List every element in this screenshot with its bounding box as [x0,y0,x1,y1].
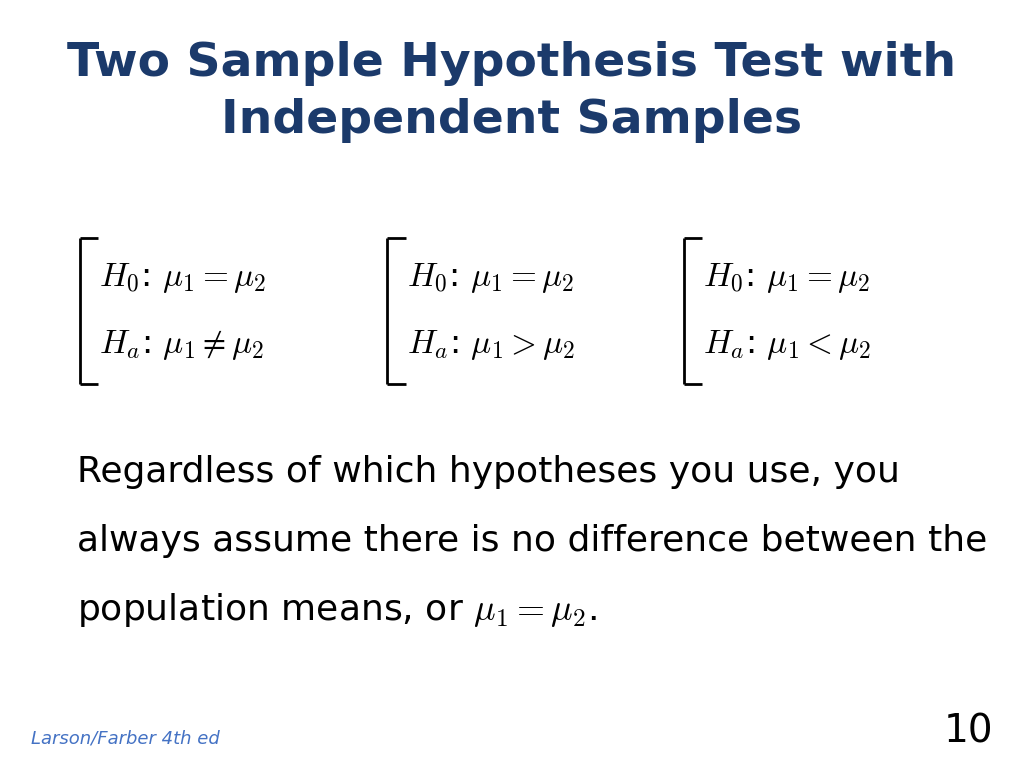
Text: 10: 10 [944,712,993,750]
Text: $H_0$: $\mu_1 = \mu_2$: $H_0$: $\mu_1 = \mu_2$ [407,262,573,295]
Text: $H_a$: $\mu_1 \neq \mu_2$: $H_a$: $\mu_1 \neq \mu_2$ [99,328,264,362]
Text: $H_0$: $\mu_1 = \mu_2$: $H_0$: $\mu_1 = \mu_2$ [703,262,870,295]
Text: Regardless of which hypotheses you use, you: Regardless of which hypotheses you use, … [77,455,900,489]
Text: $H_a$: $\mu_1 > \mu_2$: $H_a$: $\mu_1 > \mu_2$ [407,328,574,362]
Text: Larson/Farber 4th ed: Larson/Farber 4th ed [31,730,219,748]
Text: $H_0$: $\mu_1 = \mu_2$: $H_0$: $\mu_1 = \mu_2$ [99,262,266,295]
Text: population means, or $\mu_1 = \mu_2$.: population means, or $\mu_1 = \mu_2$. [77,591,597,629]
Text: Two Sample Hypothesis Test with
Independent Samples: Two Sample Hypothesis Test with Independ… [68,41,956,143]
Text: $H_a$: $\mu_1 < \mu_2$: $H_a$: $\mu_1 < \mu_2$ [703,328,871,362]
Text: always assume there is no difference between the: always assume there is no difference bet… [77,524,987,558]
